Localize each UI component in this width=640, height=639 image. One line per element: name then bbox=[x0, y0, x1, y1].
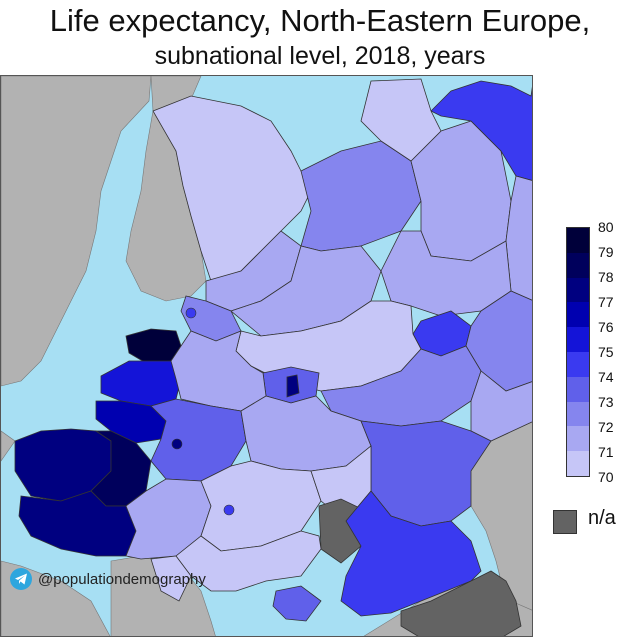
legend-tick: 76 bbox=[598, 319, 614, 335]
legend-swatch bbox=[567, 252, 589, 278]
region-pskov-smolensk bbox=[170, 330, 267, 412]
city-dot-vilnius bbox=[171, 438, 183, 450]
legend-swatch bbox=[567, 376, 589, 402]
region-nenets bbox=[430, 80, 532, 181]
legend-tick: 73 bbox=[598, 394, 614, 410]
scandinavia-land bbox=[1, 76, 152, 387]
region-crimea bbox=[272, 585, 322, 622]
legend: 80 79 78 77 76 75 74 73 72 71 70 bbox=[566, 219, 636, 485]
legend-tick: 78 bbox=[598, 269, 614, 285]
legend-tick: 80 bbox=[598, 219, 614, 235]
legend-color-scale bbox=[566, 227, 590, 477]
legend-tick: 74 bbox=[598, 369, 614, 385]
legend-swatch bbox=[567, 327, 589, 352]
legend-swatch bbox=[567, 228, 589, 253]
region-ukraine-south bbox=[175, 530, 322, 592]
region-north-caucasus bbox=[400, 570, 522, 636]
city-dot-kyiv bbox=[223, 504, 235, 516]
map-title: Life expectancy, North-Eastern Europe, bbox=[49, 3, 591, 38]
region-moscow-city bbox=[286, 374, 300, 398]
legend-tick: 79 bbox=[598, 244, 614, 260]
legend-swatch bbox=[567, 351, 589, 377]
na-label: n/a bbox=[588, 507, 616, 529]
legend-swatch bbox=[567, 401, 589, 427]
na-swatch bbox=[553, 510, 577, 534]
legend-tick: 77 bbox=[598, 294, 614, 310]
city-dot-st-petersburg bbox=[185, 307, 197, 319]
credit-handle: @populationdemography bbox=[38, 570, 206, 588]
legend-swatch bbox=[567, 302, 589, 328]
region-ukraine-central bbox=[200, 460, 322, 552]
legend-tick: 70 bbox=[598, 469, 614, 485]
map-svg bbox=[1, 76, 532, 636]
legend-swatch bbox=[567, 451, 589, 476]
legend-swatch bbox=[567, 426, 589, 452]
legend-swatch bbox=[567, 277, 589, 303]
region-nenets-coast bbox=[360, 78, 442, 162]
map-subtitle: subnational level, 2018, years bbox=[154, 42, 486, 70]
legend-tick: 75 bbox=[598, 344, 614, 360]
legend-tick: 71 bbox=[598, 444, 614, 460]
credit: @populationdemography bbox=[10, 568, 206, 590]
telegram-icon bbox=[10, 568, 32, 590]
title-block: Life expectancy, North-Eastern Europe, s… bbox=[0, 0, 640, 72]
region-moldova bbox=[150, 555, 192, 602]
map-area bbox=[0, 75, 533, 637]
legend-tick: 72 bbox=[598, 419, 614, 435]
region-south-ural bbox=[470, 370, 532, 442]
